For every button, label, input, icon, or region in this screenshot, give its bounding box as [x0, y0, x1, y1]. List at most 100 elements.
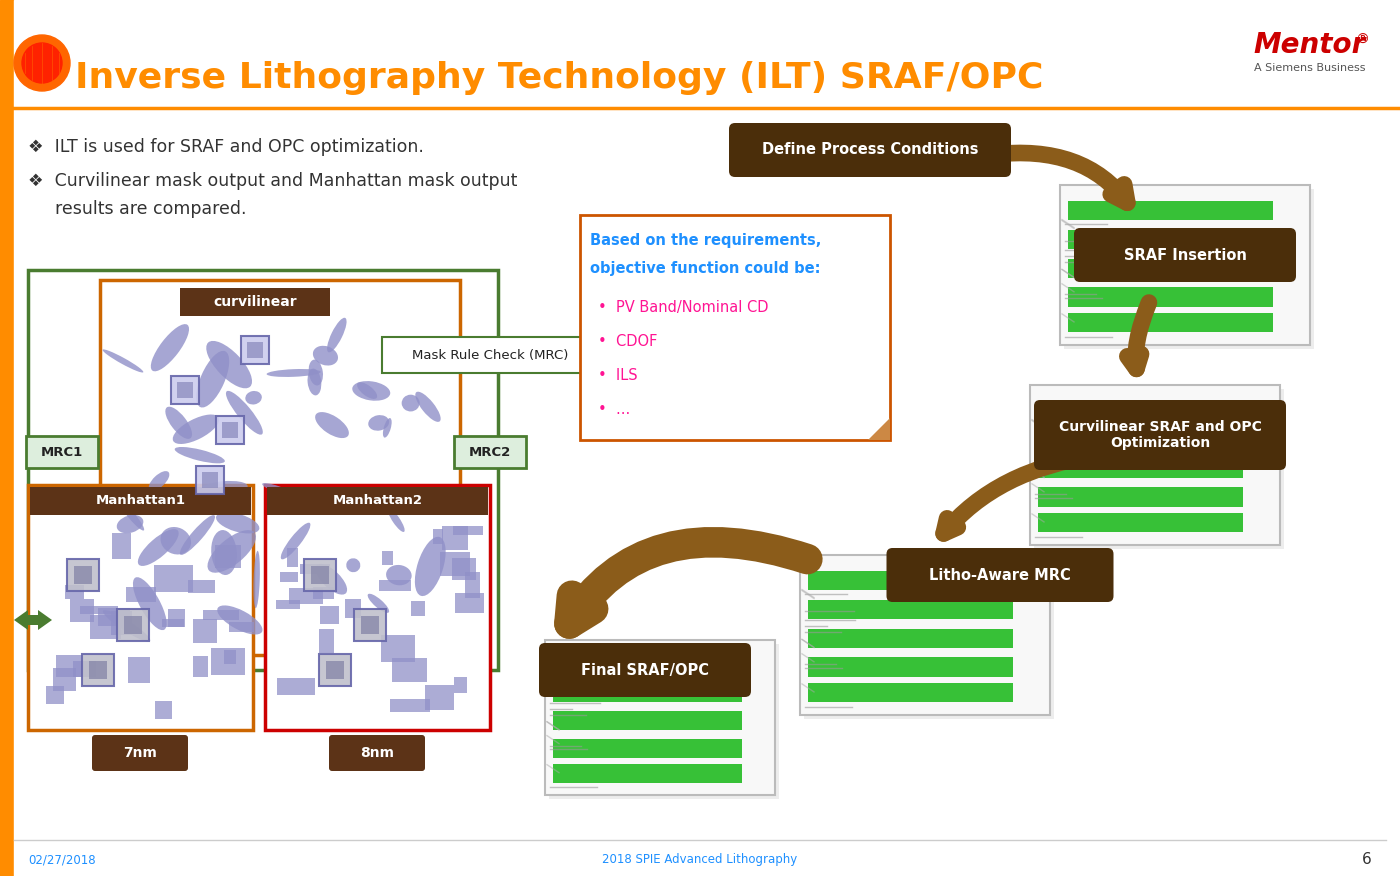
Ellipse shape: [207, 530, 256, 573]
Bar: [168, 609, 185, 626]
Ellipse shape: [116, 515, 143, 533]
Ellipse shape: [328, 318, 347, 352]
Ellipse shape: [416, 392, 441, 422]
Ellipse shape: [199, 481, 248, 496]
Text: Litho-Aware MRC: Litho-Aware MRC: [930, 568, 1071, 583]
Bar: [452, 526, 483, 535]
Ellipse shape: [225, 391, 263, 434]
Text: Manhattan1: Manhattan1: [95, 494, 185, 507]
Bar: [808, 629, 1014, 647]
Ellipse shape: [165, 406, 192, 439]
Ellipse shape: [308, 369, 322, 395]
Text: 02/27/2018: 02/27/2018: [28, 853, 95, 866]
Text: Mask Rule Check (MRC): Mask Rule Check (MRC): [412, 349, 568, 362]
Ellipse shape: [346, 558, 360, 572]
Bar: [126, 587, 155, 603]
Polygon shape: [868, 418, 890, 440]
Ellipse shape: [148, 471, 169, 491]
Bar: [452, 557, 476, 580]
Bar: [808, 600, 1014, 619]
Ellipse shape: [308, 360, 323, 385]
Bar: [280, 572, 298, 582]
Bar: [171, 376, 199, 404]
Ellipse shape: [196, 350, 230, 407]
Ellipse shape: [323, 496, 337, 511]
Bar: [1064, 189, 1315, 349]
Bar: [440, 552, 470, 576]
Bar: [193, 656, 207, 677]
FancyBboxPatch shape: [886, 548, 1113, 602]
Bar: [1068, 287, 1273, 307]
Bar: [1068, 313, 1273, 332]
Text: 8nm: 8nm: [360, 746, 393, 760]
Bar: [319, 629, 333, 653]
Polygon shape: [14, 610, 52, 630]
Bar: [553, 739, 742, 758]
Bar: [193, 619, 217, 643]
Bar: [553, 683, 742, 702]
Bar: [267, 487, 489, 515]
Bar: [410, 601, 424, 616]
Ellipse shape: [266, 369, 321, 377]
Bar: [804, 559, 1054, 719]
Bar: [98, 608, 130, 625]
Bar: [304, 559, 336, 591]
Bar: [1037, 487, 1243, 506]
Bar: [455, 593, 484, 612]
Text: Curvilinear SRAF and OPC
Optimization: Curvilinear SRAF and OPC Optimization: [1058, 420, 1261, 450]
Bar: [1068, 201, 1273, 220]
Ellipse shape: [402, 395, 420, 412]
Bar: [379, 580, 412, 591]
Bar: [277, 678, 315, 695]
Ellipse shape: [216, 512, 259, 533]
Bar: [1037, 459, 1243, 477]
Bar: [91, 615, 120, 639]
Ellipse shape: [245, 391, 262, 405]
Bar: [276, 600, 300, 609]
Bar: [465, 572, 480, 597]
Bar: [553, 655, 742, 675]
Ellipse shape: [172, 414, 220, 444]
Bar: [196, 466, 224, 494]
Ellipse shape: [161, 527, 190, 555]
Bar: [300, 564, 330, 575]
FancyBboxPatch shape: [181, 288, 330, 316]
Bar: [354, 609, 386, 641]
Bar: [0, 0, 14, 876]
Bar: [125, 616, 141, 634]
Bar: [74, 566, 92, 584]
Bar: [346, 599, 361, 618]
Text: MRC1: MRC1: [41, 446, 83, 458]
Bar: [155, 701, 172, 719]
Bar: [321, 605, 339, 624]
Bar: [1037, 430, 1243, 449]
Text: Manhattan2: Manhattan2: [333, 494, 423, 507]
Bar: [1060, 185, 1310, 345]
Ellipse shape: [281, 523, 311, 560]
Bar: [454, 677, 468, 693]
FancyBboxPatch shape: [92, 735, 188, 771]
Text: •  PV Band/Nominal CD: • PV Band/Nominal CD: [598, 300, 769, 315]
Bar: [29, 487, 251, 515]
Bar: [553, 764, 742, 782]
Bar: [808, 683, 1014, 703]
Bar: [80, 606, 118, 614]
Ellipse shape: [357, 382, 377, 399]
Bar: [265, 485, 490, 730]
Bar: [154, 565, 193, 591]
Bar: [224, 650, 237, 664]
Bar: [99, 280, 461, 655]
Bar: [433, 528, 442, 544]
Bar: [73, 661, 95, 677]
Bar: [545, 640, 776, 795]
Ellipse shape: [315, 412, 349, 438]
Bar: [118, 609, 148, 641]
Ellipse shape: [409, 348, 421, 366]
Bar: [83, 654, 113, 686]
Text: ❖  Curvilinear mask output and Manhattan mask output: ❖ Curvilinear mask output and Manhattan …: [28, 172, 518, 190]
Ellipse shape: [368, 415, 389, 431]
Circle shape: [14, 35, 70, 91]
Ellipse shape: [102, 350, 143, 372]
Bar: [228, 622, 253, 632]
Bar: [64, 585, 84, 599]
